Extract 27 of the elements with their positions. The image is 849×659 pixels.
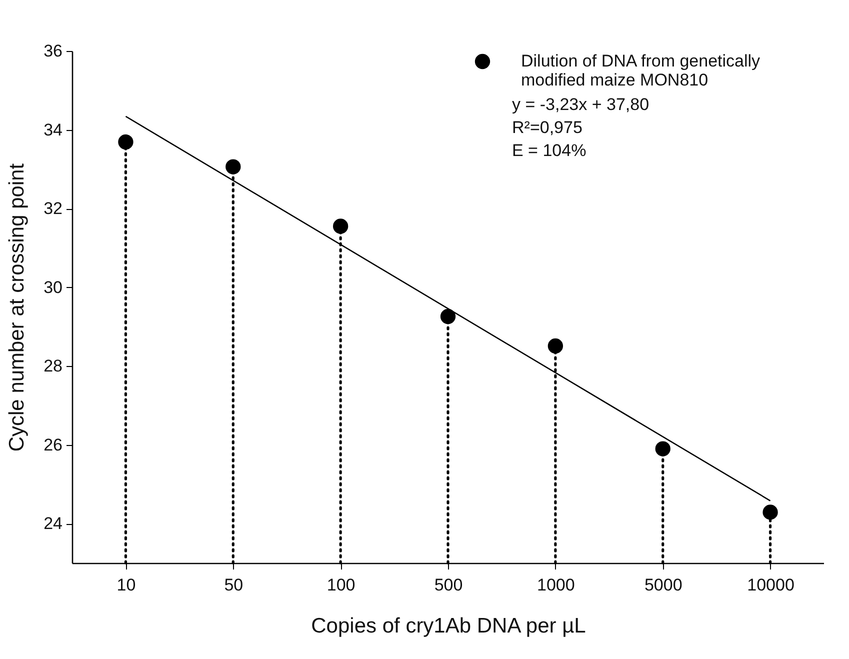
x-tick-label: 1000 [537, 576, 575, 594]
y-tick-label: 28 [44, 356, 62, 376]
x-tick-label: 500 [434, 576, 463, 594]
x-tick-label: 5000 [644, 576, 682, 594]
annotation: R²=0,975 [512, 118, 582, 137]
point [548, 338, 564, 354]
y-tick-label: 30 [44, 278, 62, 297]
point [655, 441, 670, 456]
x-tick-label: 10000 [747, 576, 794, 594]
y-tick-label: 24 [44, 514, 62, 534]
x-tick-label: 10 [116, 576, 136, 594]
y-tick-label: 26 [44, 435, 62, 454]
y-tick-label: 36 [44, 42, 62, 60]
x-axis-title: Copies of cry1Ab DNA per µL [311, 614, 586, 638]
point [226, 159, 241, 174]
x-tick-label: 50 [224, 576, 244, 594]
point [332, 218, 348, 234]
y-tick-label: 32 [44, 199, 62, 218]
annotation: y = -3,23x + 37,80 [512, 95, 650, 114]
point [118, 134, 134, 150]
y-axis-title: Cycle number at crossing point [6, 163, 29, 452]
x-tick-label: 100 [326, 576, 356, 594]
point [440, 308, 456, 324]
legend-label: Dilution of DNA from genetically modified maize MON810 [521, 52, 761, 90]
y-tick-label: 34 [44, 120, 62, 140]
annotation: E = 104% [512, 141, 586, 160]
point [762, 504, 778, 520]
